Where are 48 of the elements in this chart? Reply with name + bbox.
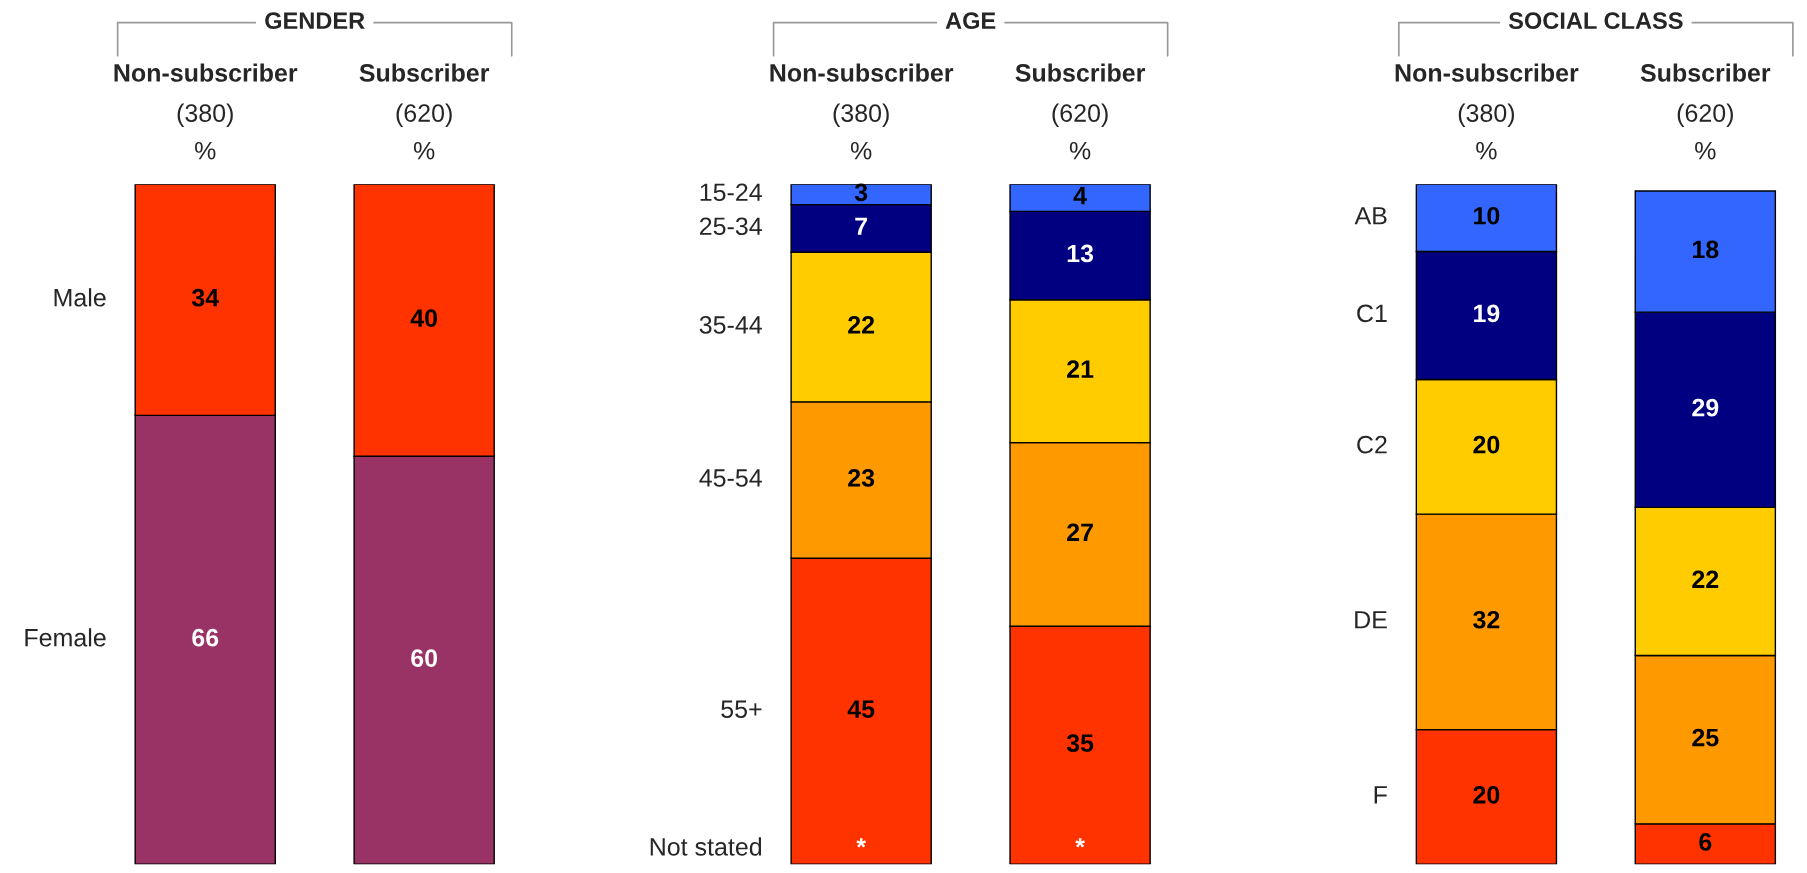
series-label: 35-44	[699, 316, 762, 334]
chart-title: GENDER	[265, 12, 365, 30]
series-label: C2	[1357, 435, 1387, 454]
data-label: 7	[855, 217, 868, 235]
data-label: 22	[1692, 570, 1719, 588]
data-label: 27	[1067, 523, 1093, 541]
data-label: 34	[191, 288, 219, 307]
x-tick-label: Non-subscriber (380) %	[1395, 63, 1579, 160]
x-tick-label: Non-subscriber (380) %	[114, 63, 298, 160]
data-label: 22	[848, 316, 875, 334]
data-label: 19	[1474, 304, 1500, 323]
annotation: *	[1075, 838, 1085, 848]
series-label: Male	[54, 288, 106, 307]
data-label: 13	[1067, 244, 1094, 263]
data-label: 4	[1073, 187, 1087, 205]
data-label: 29	[1692, 398, 1719, 417]
data-label: 60	[411, 649, 438, 667]
x-tick-label: Subscriber (620) %	[1015, 63, 1146, 160]
data-label: 66	[192, 628, 219, 647]
data-label: 23	[848, 469, 875, 487]
data-label: 45	[847, 700, 875, 718]
chart-title: AGE	[945, 12, 996, 30]
series-label: Female	[25, 628, 106, 647]
data-label: 40	[410, 309, 438, 327]
chart-title: SOCIAL CLASS	[1508, 12, 1683, 30]
x-tick-label: Subscriber (620) %	[359, 63, 490, 160]
series-label: DE	[1355, 611, 1387, 629]
x-tick-label: Subscriber (620) %	[1640, 63, 1771, 160]
series-label: 25-34	[699, 217, 762, 236]
series-label: AB	[1354, 207, 1387, 225]
series-label: F	[1374, 786, 1387, 804]
data-label: 10	[1474, 206, 1500, 225]
data-label: 6	[1699, 833, 1712, 851]
data-label: 20	[1473, 435, 1500, 454]
data-label: 25	[1692, 728, 1719, 747]
data-label: 21	[1067, 360, 1094, 378]
series-label: 15-24	[700, 183, 762, 202]
data-label: 32	[1473, 610, 1500, 629]
data-label: 35	[1066, 734, 1094, 752]
data-label: 20	[1473, 785, 1500, 804]
data-label: 18	[1692, 240, 1719, 259]
annotation: Not stated	[650, 837, 762, 856]
annotation: *	[856, 838, 867, 848]
series-label: 45-54	[699, 469, 762, 487]
data-label: 3	[854, 183, 868, 202]
series-label: 55+	[721, 700, 762, 718]
series-label: C1	[1357, 304, 1387, 323]
x-tick-label: Non-subscriber (380) %	[770, 63, 954, 160]
